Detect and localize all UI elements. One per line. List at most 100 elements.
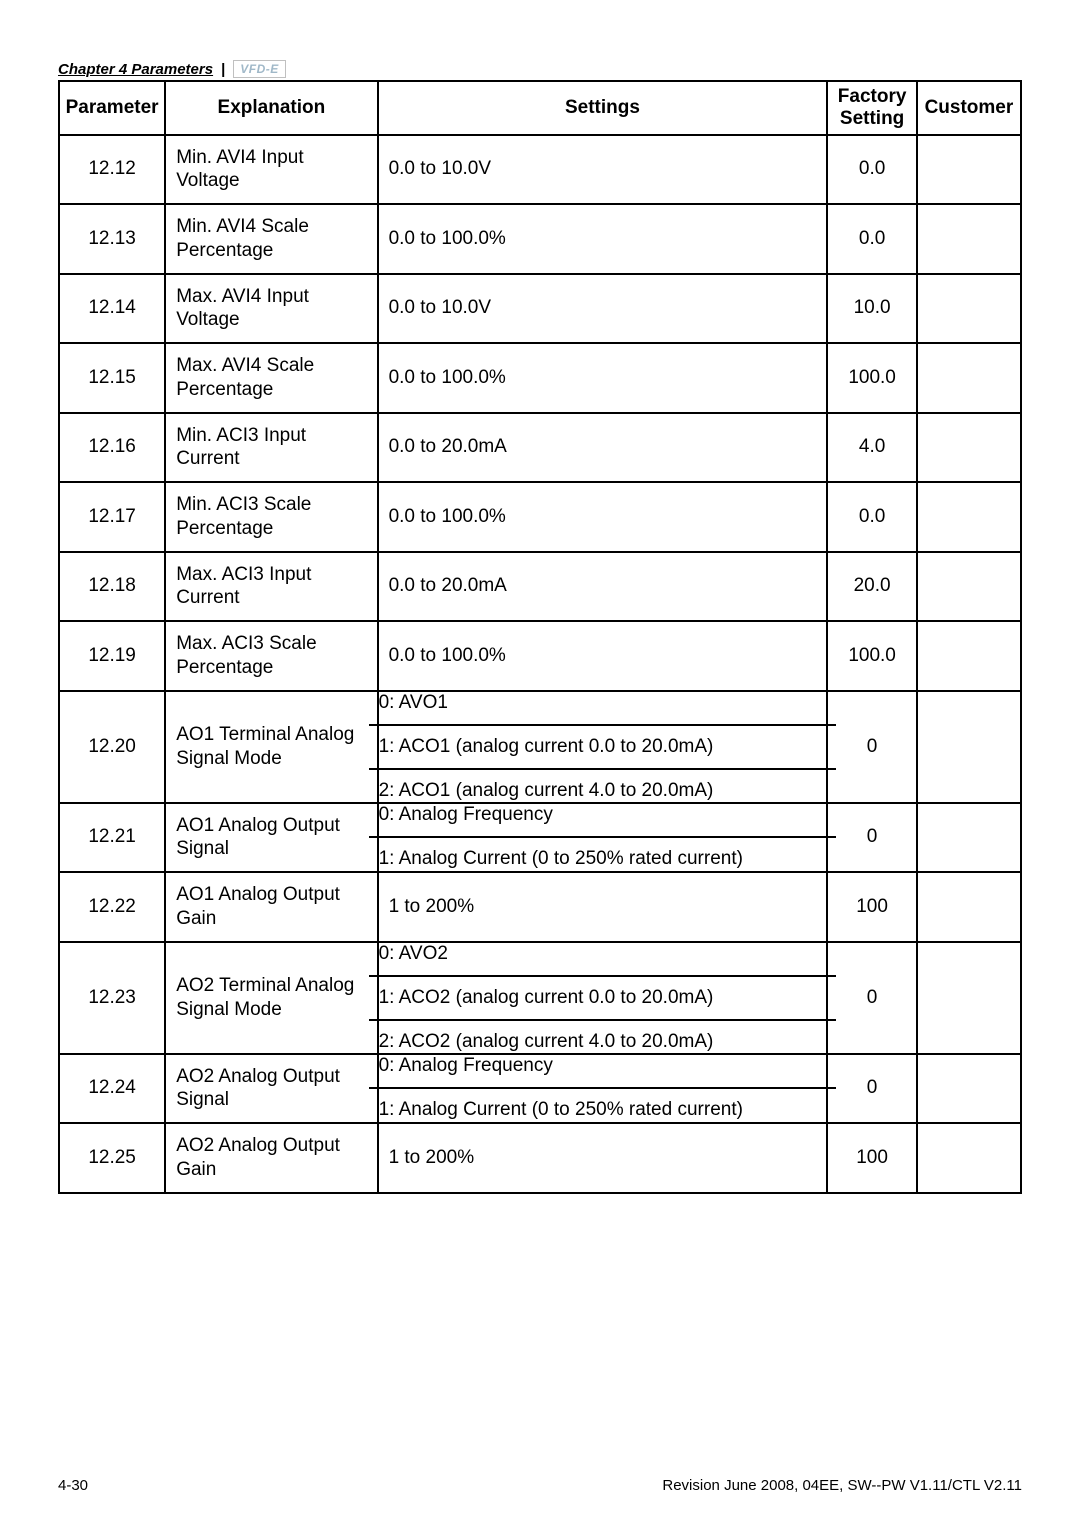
customer-cell xyxy=(917,872,1021,942)
settings-cell: 0.0 to 20.0mA xyxy=(378,552,828,622)
parameter-cell: 12.22 xyxy=(59,872,165,942)
customer-cell xyxy=(917,1123,1021,1193)
factory-setting-cell: 0 xyxy=(827,942,917,1054)
explanation-cell: Max. ACI3 Input Current xyxy=(165,552,377,622)
table-header-row: Parameter Explanation Settings Factory S… xyxy=(59,81,1021,135)
factory-setting-cell: 100.0 xyxy=(827,343,917,413)
customer-cell xyxy=(917,343,1021,413)
table-row: 12.25AO2 Analog Output Gain1 to 200%100 xyxy=(59,1123,1021,1193)
customer-cell xyxy=(917,691,1021,803)
settings-cell: 0.0 to 10.0V xyxy=(378,274,828,344)
page-header: Chapter 4 Parameters | VFD-E xyxy=(58,60,1022,78)
explanation-cell: Min. AVI4 Scale Percentage xyxy=(165,204,377,274)
factory-setting-cell: 0 xyxy=(827,1054,917,1124)
customer-cell xyxy=(917,413,1021,483)
table-row: 12.17Min. ACI3 Scale Percentage0.0 to 10… xyxy=(59,482,1021,552)
parameters-table: Parameter Explanation Settings Factory S… xyxy=(58,80,1022,1194)
footer-page-number: 4-30 xyxy=(58,1477,88,1494)
parameter-cell: 12.15 xyxy=(59,343,165,413)
factory-setting-cell: 100 xyxy=(827,1123,917,1193)
explanation-cell: AO2 Terminal Analog Signal Mode xyxy=(165,942,377,1054)
table-row: 12.19Max. ACI3 Scale Percentage0.0 to 10… xyxy=(59,621,1021,691)
parameter-cell: 12.18 xyxy=(59,552,165,622)
parameter-cell: 12.19 xyxy=(59,621,165,691)
settings-cell: 0.0 to 100.0% xyxy=(378,482,828,552)
customer-cell xyxy=(917,1054,1021,1124)
table-row: 12.22AO1 Analog Output Gain1 to 200%100 xyxy=(59,872,1021,942)
settings-sub-table: 0: AVO21: ACO2 (analog current 0.0 to 20… xyxy=(369,933,837,1063)
settings-cell: 0: Analog Frequency1: Analog Current (0 … xyxy=(378,803,828,873)
parameter-cell: 12.23 xyxy=(59,942,165,1054)
customer-cell xyxy=(917,482,1021,552)
settings-cell: 1 to 200% xyxy=(378,872,828,942)
settings-cell: 0.0 to 10.0V xyxy=(378,135,828,205)
table-row: 12.21AO1 Analog Output Signal0: Analog F… xyxy=(59,803,1021,873)
settings-option: 1: ACO2 (analog current 0.0 to 20.0mA) xyxy=(369,976,837,1020)
settings-option: 1: ACO1 (analog current 0.0 to 20.0mA) xyxy=(369,725,837,769)
factory-setting-cell: 10.0 xyxy=(827,274,917,344)
explanation-cell: AO2 Analog Output Signal xyxy=(165,1054,377,1124)
table-row: 12.12Min. AVI4 Input Voltage0.0 to 10.0V… xyxy=(59,135,1021,205)
footer-revision: Revision June 2008, 04EE, SW--PW V1.11/C… xyxy=(662,1477,1022,1494)
col-explanation: Explanation xyxy=(165,81,377,135)
vfd-logo: VFD-E xyxy=(233,60,286,78)
customer-cell xyxy=(917,274,1021,344)
factory-setting-cell: 0 xyxy=(827,803,917,873)
parameter-cell: 12.25 xyxy=(59,1123,165,1193)
settings-cell: 0.0 to 100.0% xyxy=(378,621,828,691)
table-row: 12.18Max. ACI3 Input Current0.0 to 20.0m… xyxy=(59,552,1021,622)
page-footer: 4-30 Revision June 2008, 04EE, SW--PW V1… xyxy=(58,1477,1022,1494)
explanation-cell: AO1 Analog Output Signal xyxy=(165,803,377,873)
parameter-cell: 12.13 xyxy=(59,204,165,274)
explanation-cell: AO2 Analog Output Gain xyxy=(165,1123,377,1193)
page: Chapter 4 Parameters | VFD-E Parameter E… xyxy=(0,0,1080,1534)
explanation-cell: Max. AVI4 Scale Percentage xyxy=(165,343,377,413)
factory-setting-cell: 0.0 xyxy=(827,204,917,274)
parameter-cell: 12.21 xyxy=(59,803,165,873)
parameter-cell: 12.20 xyxy=(59,691,165,803)
customer-cell xyxy=(917,621,1021,691)
factory-setting-cell: 100 xyxy=(827,872,917,942)
customer-cell xyxy=(917,204,1021,274)
settings-cell: 0.0 to 20.0mA xyxy=(378,413,828,483)
explanation-cell: Min. AVI4 Input Voltage xyxy=(165,135,377,205)
col-factory-setting: Factory Setting xyxy=(827,81,917,135)
customer-cell xyxy=(917,942,1021,1054)
table-row: 12.13Min. AVI4 Scale Percentage0.0 to 10… xyxy=(59,204,1021,274)
settings-option: 0: AVO1 xyxy=(369,682,837,725)
table-row: 12.24AO2 Analog Output Signal0: Analog F… xyxy=(59,1054,1021,1124)
settings-cell: 0.0 to 100.0% xyxy=(378,204,828,274)
header-separator: | xyxy=(221,61,225,78)
col-parameter: Parameter xyxy=(59,81,165,135)
table-row: 12.16Min. ACI3 Input Current0.0 to 20.0m… xyxy=(59,413,1021,483)
table-row: 12.14Max. AVI4 Input Voltage0.0 to 10.0V… xyxy=(59,274,1021,344)
factory-setting-cell: 4.0 xyxy=(827,413,917,483)
customer-cell xyxy=(917,135,1021,205)
parameter-cell: 12.14 xyxy=(59,274,165,344)
customer-cell xyxy=(917,803,1021,873)
parameter-cell: 12.24 xyxy=(59,1054,165,1124)
settings-cell: 1 to 200% xyxy=(378,1123,828,1193)
table-body: 12.12Min. AVI4 Input Voltage0.0 to 10.0V… xyxy=(59,135,1021,1193)
settings-sub-table: 0: Analog Frequency1: Analog Current (0 … xyxy=(369,1045,837,1131)
explanation-cell: Min. ACI3 Scale Percentage xyxy=(165,482,377,552)
factory-setting-cell: 20.0 xyxy=(827,552,917,622)
explanation-cell: AO1 Terminal Analog Signal Mode xyxy=(165,691,377,803)
settings-cell: 0: AVO21: ACO2 (analog current 0.0 to 20… xyxy=(378,942,828,1054)
table-row: 12.15Max. AVI4 Scale Percentage0.0 to 10… xyxy=(59,343,1021,413)
settings-sub-table: 0: Analog Frequency1: Analog Current (0 … xyxy=(369,794,837,880)
factory-setting-cell: 0.0 xyxy=(827,135,917,205)
table-row: 12.23AO2 Terminal Analog Signal Mode0: A… xyxy=(59,942,1021,1054)
col-settings: Settings xyxy=(378,81,828,135)
explanation-cell: Max. ACI3 Scale Percentage xyxy=(165,621,377,691)
factory-setting-cell: 0.0 xyxy=(827,482,917,552)
settings-cell: 0: AVO11: ACO1 (analog current 0.0 to 20… xyxy=(378,691,828,803)
col-customer: Customer xyxy=(917,81,1021,135)
settings-sub-table: 0: AVO11: ACO1 (analog current 0.0 to 20… xyxy=(369,682,837,812)
col-factory-line2: Setting xyxy=(840,108,904,129)
parameter-cell: 12.17 xyxy=(59,482,165,552)
settings-cell: 0: Analog Frequency1: Analog Current (0 … xyxy=(378,1054,828,1124)
customer-cell xyxy=(917,552,1021,622)
parameter-cell: 12.16 xyxy=(59,413,165,483)
settings-cell: 0.0 to 100.0% xyxy=(378,343,828,413)
